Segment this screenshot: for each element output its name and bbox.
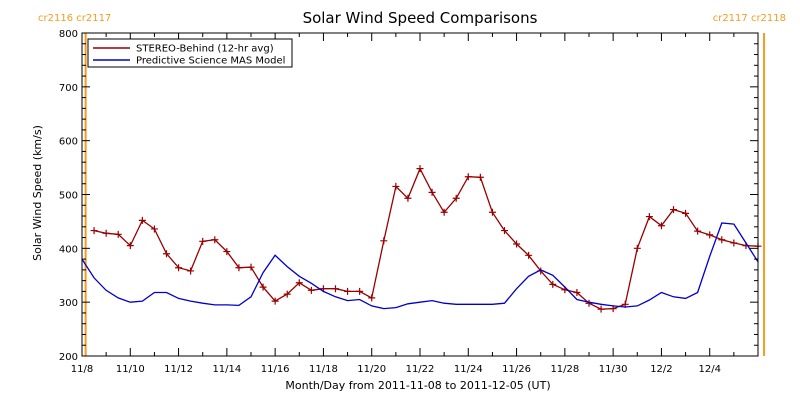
- data-point-marker: [525, 251, 533, 259]
- series-line-1: [93, 167, 759, 310]
- data-point-marker: [573, 288, 581, 296]
- data-point-marker: [138, 216, 146, 224]
- data-point-marker: [452, 194, 460, 202]
- x-tick-label: 11/8: [71, 364, 93, 375]
- data-point-marker: [645, 213, 653, 221]
- y-tick-label: 700: [59, 83, 78, 94]
- y-axis-label: Solar Wind Speed (km/s): [31, 125, 44, 261]
- x-tick-label: 11/24: [454, 364, 483, 375]
- data-point-marker: [380, 237, 388, 245]
- y-tick-label: 300: [59, 298, 78, 309]
- data-point-marker: [356, 287, 364, 295]
- data-point-marker: [187, 267, 195, 275]
- data-point-marker: [368, 294, 376, 302]
- data-point-marker: [344, 287, 352, 295]
- data-point-marker: [597, 305, 605, 313]
- data-point-marker: [90, 227, 98, 235]
- data-point-marker: [670, 206, 677, 214]
- y-tick-label: 400: [59, 244, 78, 255]
- data-point-marker: [706, 231, 714, 239]
- data-point-marker: [682, 209, 690, 217]
- data-point-marker: [464, 173, 472, 181]
- data-point-marker: [549, 280, 557, 288]
- data-point-marker: [501, 227, 508, 235]
- data-point-marker: [223, 248, 231, 256]
- legend-box: [87, 38, 293, 68]
- plot-frame: [81, 32, 759, 357]
- data-point-marker: [392, 182, 400, 190]
- data-point-marker: [247, 263, 255, 271]
- data-point-marker: [307, 286, 315, 294]
- data-point-marker: [175, 264, 183, 272]
- series-line-2: [81, 222, 759, 310]
- data-point-marker: [259, 283, 267, 291]
- data-point-marker: [283, 290, 291, 298]
- data-point-marker: [199, 237, 207, 245]
- x-tick-label: 12/2: [650, 364, 672, 375]
- data-point-marker: [404, 194, 412, 202]
- x-tick-label: 11/12: [164, 364, 193, 375]
- x-tick-label: 11/30: [599, 364, 628, 375]
- data-point-marker: [440, 208, 448, 216]
- data-point-marker: [416, 165, 424, 173]
- chart-title: Solar Wind Speed Comparisons: [303, 9, 538, 27]
- y-tick-label: 800: [59, 29, 78, 40]
- x-tick-label: 11/22: [406, 364, 435, 375]
- data-point-marker: [163, 250, 170, 258]
- legend: STEREO-Behind (12-hr avg)Predictive Scie…: [87, 38, 293, 68]
- carrington-marker-label: cr2116 cr2117: [38, 13, 111, 24]
- data-point-marker: [211, 236, 219, 244]
- x-tick-label: 12/4: [698, 364, 720, 375]
- data-point-marker: [150, 225, 158, 233]
- legend-entry: Predictive Science MAS Model: [136, 56, 285, 67]
- data-point-marker: [694, 227, 702, 235]
- x-tick-label: 11/10: [116, 364, 145, 375]
- data-point-marker: [488, 208, 496, 216]
- carrington-marker-label: cr2117 cr2118: [713, 13, 786, 24]
- x-tick-label: 11/28: [550, 364, 579, 375]
- x-tick-label: 11/14: [212, 364, 241, 375]
- data-point-marker: [657, 222, 665, 230]
- x-tick-label: 11/16: [261, 364, 290, 375]
- data-point-marker: [235, 264, 243, 272]
- data-point-marker: [102, 229, 110, 237]
- x-tick-label: 11/18: [309, 364, 338, 375]
- data-point-marker: [271, 297, 279, 305]
- data-point-marker: [126, 242, 134, 250]
- data-point-marker: [718, 236, 726, 244]
- y-tick-label: 600: [59, 137, 78, 148]
- y-tick-label: 500: [59, 191, 78, 202]
- data-point-marker: [476, 173, 484, 181]
- data-point-marker: [633, 244, 641, 252]
- data-point-marker: [114, 230, 122, 238]
- x-axis-label: Month/Day from 2011-11-08 to 2011-12-05 …: [285, 379, 550, 392]
- y-tick-label: 200: [59, 352, 78, 363]
- data-point-marker: [428, 188, 436, 196]
- data-point-marker: [730, 239, 738, 247]
- x-tick-label: 11/26: [502, 364, 531, 375]
- data-point-marker: [513, 240, 521, 248]
- data-point-marker: [332, 285, 339, 293]
- legend-entry: STEREO-Behind (12-hr avg): [136, 44, 274, 55]
- data-point-marker: [295, 279, 303, 287]
- x-tick-label: 11/20: [357, 364, 386, 375]
